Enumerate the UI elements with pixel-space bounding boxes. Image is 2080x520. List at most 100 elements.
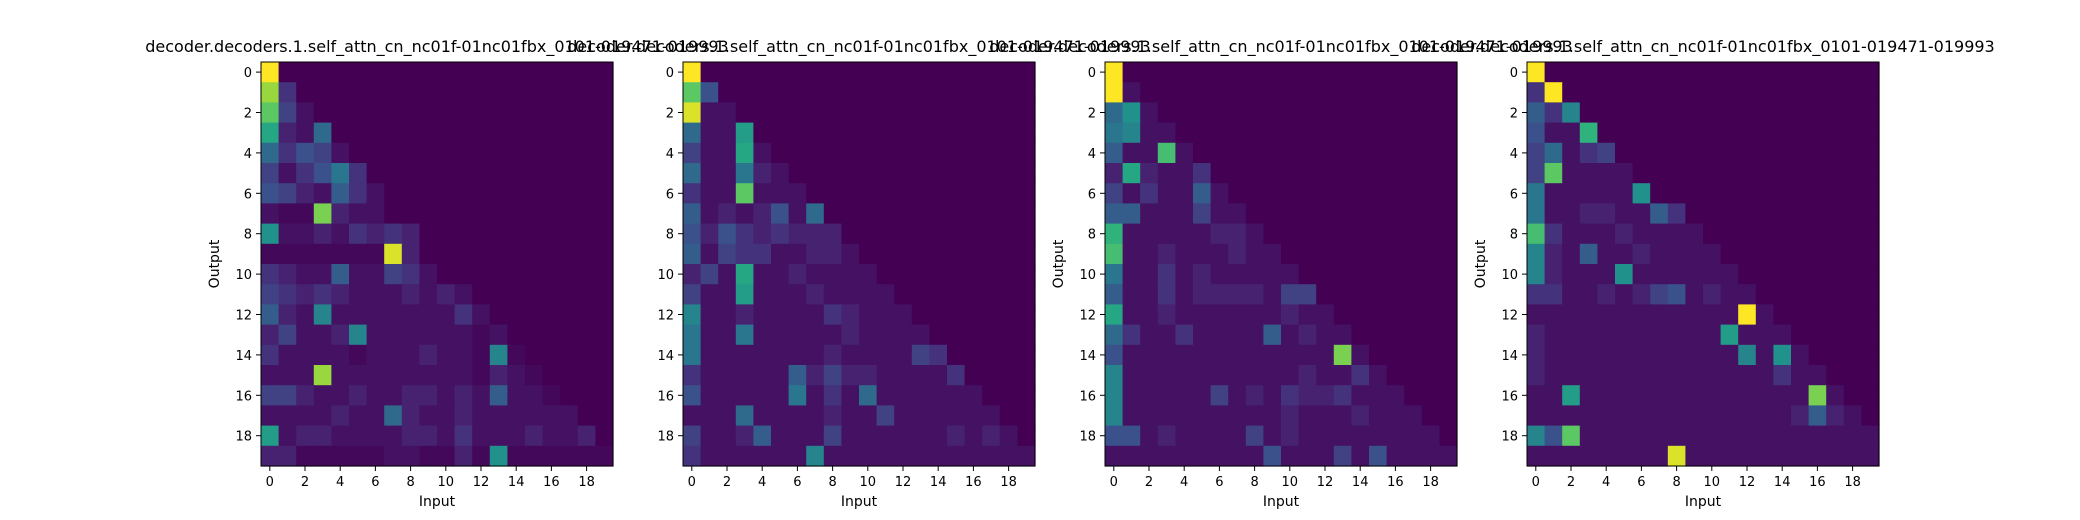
x-tick-label: 18 — [578, 475, 595, 490]
heatmap-cell — [577, 385, 596, 406]
heatmap-cell — [331, 122, 350, 144]
heatmap-cell — [1316, 183, 1335, 204]
heatmap-cell — [859, 445, 878, 467]
heatmap-cell — [525, 284, 544, 305]
heatmap-cell — [1122, 304, 1141, 326]
heatmap-cell — [771, 163, 790, 184]
heatmap-cell — [1157, 203, 1176, 225]
heatmap-cell — [1351, 385, 1370, 406]
heatmap-cell — [1667, 122, 1686, 144]
heatmap-cell — [841, 284, 860, 305]
heatmap-cell — [1193, 82, 1212, 103]
heatmap-cell — [823, 223, 842, 245]
heatmap-cell — [366, 223, 385, 245]
heatmap-cell — [560, 102, 579, 124]
heatmap-cell — [1685, 304, 1704, 326]
heatmap-cell — [542, 425, 561, 447]
heatmap-cell — [1105, 62, 1124, 83]
heatmap-cell — [1755, 62, 1774, 83]
heatmap-cell — [823, 385, 842, 406]
heatmap-cell — [1579, 344, 1598, 366]
heatmap-cell — [349, 122, 368, 144]
heatmap-cell — [1157, 142, 1176, 164]
heatmap-cell — [1791, 243, 1810, 265]
heatmap-cell — [1193, 163, 1212, 184]
heatmap-cell — [1404, 344, 1423, 366]
heatmap-cell — [1281, 344, 1300, 366]
heatmap-cell — [1175, 405, 1194, 427]
heatmap-cell — [577, 122, 596, 144]
heatmap-cell — [947, 183, 966, 204]
heatmap-cell — [1017, 142, 1036, 164]
chart-title: decoder.decoders.1.self_attn_cn_nc01f-01… — [989, 37, 1572, 57]
heatmap-cell — [683, 405, 702, 427]
heatmap-cell — [525, 365, 544, 386]
heatmap-cell — [788, 385, 807, 406]
heatmap-cell — [823, 425, 842, 447]
heatmap-cell — [1773, 183, 1792, 204]
heatmap-cell — [1404, 62, 1423, 83]
heatmap-cell — [472, 163, 491, 184]
heatmap-cell — [366, 365, 385, 386]
heatmap-cell — [384, 203, 403, 225]
heatmap-cell — [1597, 142, 1616, 164]
heatmap-cell — [1122, 142, 1141, 164]
heatmap-cell — [1421, 264, 1440, 285]
x-axis-label: Input — [1685, 494, 1722, 510]
heatmap-cell — [401, 365, 420, 386]
heatmap-cell — [911, 405, 930, 427]
heatmap-cell — [1685, 62, 1704, 83]
x-tick-label: 12 — [895, 475, 912, 490]
heatmap-cell — [489, 445, 508, 467]
heatmap-cell — [982, 122, 1001, 144]
heatmap-cell — [1333, 284, 1352, 305]
heatmap-cell — [454, 183, 473, 204]
heatmap-cell — [1333, 365, 1352, 386]
heatmap-cell — [401, 122, 420, 144]
heatmap-cell — [1791, 62, 1810, 83]
heatmap-cell — [1544, 82, 1563, 103]
heatmap-cell — [577, 304, 596, 326]
heatmap-cell — [1228, 142, 1247, 164]
heatmap-cell — [1808, 264, 1827, 285]
heatmap-cell — [507, 445, 526, 467]
heatmap-cell — [1157, 405, 1176, 427]
heatmap-cell — [366, 385, 385, 406]
heatmap-cell — [1316, 445, 1335, 467]
heatmap-cell — [1650, 203, 1669, 225]
heatmap-cell — [1791, 102, 1810, 124]
heatmap-cell — [929, 365, 948, 386]
heatmap-cell — [331, 82, 350, 103]
heatmap-cell — [1175, 445, 1194, 467]
heatmap-cell — [261, 142, 280, 164]
heatmap-cell — [1562, 142, 1581, 164]
heatmap-cell — [1843, 304, 1862, 326]
heatmap-cell — [1386, 203, 1405, 225]
heatmap-cell — [947, 243, 966, 265]
heatmap-cell — [542, 82, 561, 103]
heatmap-cell — [1386, 405, 1405, 427]
heatmap-cell — [1245, 365, 1264, 386]
heatmap-cell — [278, 203, 297, 225]
heatmap-cell — [1369, 425, 1388, 447]
heatmap-cell — [929, 122, 948, 144]
heatmap-cell — [401, 142, 420, 164]
heatmap-cell — [947, 324, 966, 346]
heatmap-cell — [1439, 203, 1458, 225]
heatmap-cell — [894, 223, 913, 245]
heatmap-cell — [841, 385, 860, 406]
heatmap-cell — [384, 304, 403, 326]
heatmap-cell — [1263, 385, 1282, 406]
heatmap-cell — [1685, 365, 1704, 386]
heatmap-cell — [1263, 223, 1282, 245]
heatmap-cell — [1650, 304, 1669, 326]
heatmap-cell — [1439, 365, 1458, 386]
heatmap-cell — [419, 223, 438, 245]
heatmap-cell — [401, 385, 420, 406]
heatmap-cell — [788, 324, 807, 346]
heatmap-cell — [876, 365, 895, 386]
heatmap-cell — [1175, 142, 1194, 164]
heatmap-cell — [859, 102, 878, 124]
heatmap-cell — [331, 62, 350, 83]
heatmap-cell — [454, 264, 473, 285]
